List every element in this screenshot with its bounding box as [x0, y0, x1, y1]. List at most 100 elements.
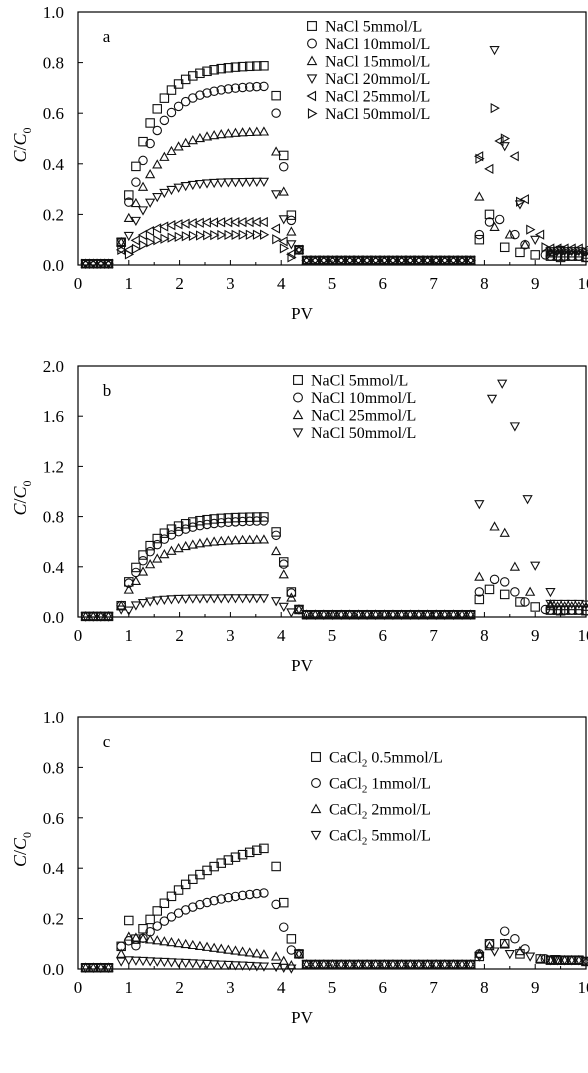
y-tick-label: 0.8: [43, 54, 64, 73]
data-point: [530, 561, 541, 571]
data-point: [123, 584, 134, 594]
data-point: [152, 104, 162, 114]
legend-label: NaCl 5mmol/L: [325, 19, 422, 36]
data-point: [251, 962, 262, 972]
data-point: [499, 938, 510, 948]
data-point: [270, 146, 282, 156]
data-point: [363, 255, 373, 266]
data-point: [545, 248, 556, 258]
data-point: [159, 115, 170, 126]
data-point: [310, 256, 321, 266]
data-point: [580, 249, 588, 259]
legend-marker: [306, 55, 318, 66]
data-point: [515, 597, 525, 607]
data-point: [180, 540, 191, 551]
data-point: [526, 224, 536, 235]
data-point: [370, 256, 381, 266]
data-point: [230, 512, 241, 523]
data-point: [310, 960, 321, 970]
legend-marker: [293, 392, 303, 403]
data-point: [530, 235, 541, 246]
data-point: [344, 960, 355, 970]
data-point: [270, 545, 282, 556]
data-point: [209, 178, 220, 189]
data-point: [286, 249, 296, 260]
x-axis-label: PV: [291, 304, 313, 323]
data-point: [244, 126, 255, 137]
x-axis-label: PV: [291, 1008, 313, 1027]
data-point: [514, 946, 526, 956]
data-point: [545, 600, 556, 611]
data-point: [201, 594, 213, 604]
x-tick-label: 7: [429, 978, 438, 997]
x-tick-label: 4: [277, 978, 286, 997]
panel-label: b: [103, 381, 112, 400]
data-point: [251, 177, 262, 188]
data-point: [152, 553, 163, 563]
data-point: [270, 951, 282, 961]
data-point: [370, 960, 381, 970]
data-point: [237, 61, 248, 72]
data-point: [244, 534, 255, 544]
data-point: [448, 610, 459, 621]
data-point: [553, 245, 563, 257]
data-point: [559, 248, 570, 258]
legend-label: NaCl 50mmol/L: [311, 425, 416, 442]
data-point: [216, 518, 227, 528]
data-point: [159, 151, 170, 161]
data-point: [223, 84, 234, 94]
data-point: [194, 538, 206, 548]
data-point: [89, 258, 99, 269]
data-point: [195, 899, 205, 910]
data-point: [130, 216, 142, 227]
data-point: [159, 549, 170, 559]
data-point: [260, 229, 270, 240]
data-point: [509, 561, 521, 571]
data-point: [302, 255, 312, 266]
data-point: [573, 956, 585, 966]
data-point: [422, 610, 433, 621]
data-point: [258, 534, 270, 544]
data-point: [223, 960, 234, 971]
data-point: [473, 151, 484, 162]
data-point: [244, 961, 255, 972]
data-point: [474, 587, 485, 597]
y-tick-label: 0.0: [43, 608, 64, 627]
data-point: [580, 601, 588, 611]
data-point: [202, 66, 212, 77]
data-point: [497, 379, 508, 389]
data-point: [251, 126, 262, 136]
data-point: [194, 940, 206, 950]
data-point: [336, 256, 347, 266]
data-point: [509, 422, 521, 432]
data-point: [439, 610, 450, 621]
data-point: [271, 899, 281, 910]
data-point: [431, 610, 442, 621]
data-point: [145, 957, 156, 967]
data-point: [327, 256, 338, 266]
data-point: [405, 256, 416, 266]
data-point: [166, 107, 177, 118]
legend-label: NaCl 10mmol/L: [325, 36, 430, 53]
x-tick-label: 0: [74, 978, 83, 997]
data-point: [237, 961, 248, 971]
data-point: [328, 255, 338, 266]
data-point: [258, 949, 270, 959]
data-point: [180, 218, 190, 229]
data-point: [145, 138, 155, 149]
data-point: [201, 959, 213, 970]
data-point: [258, 126, 270, 136]
data-point: [130, 197, 142, 208]
data-point: [458, 255, 468, 266]
series-3: [80, 379, 588, 622]
data-point: [456, 256, 468, 266]
data-point: [286, 592, 297, 602]
data-point: [252, 81, 262, 92]
data-point: [489, 221, 500, 231]
data-point: [152, 921, 162, 931]
data-point: [116, 948, 127, 958]
data-point: [580, 600, 588, 610]
x-tick-label: 1: [125, 274, 134, 293]
data-point: [499, 926, 510, 936]
data-point: [286, 240, 297, 250]
